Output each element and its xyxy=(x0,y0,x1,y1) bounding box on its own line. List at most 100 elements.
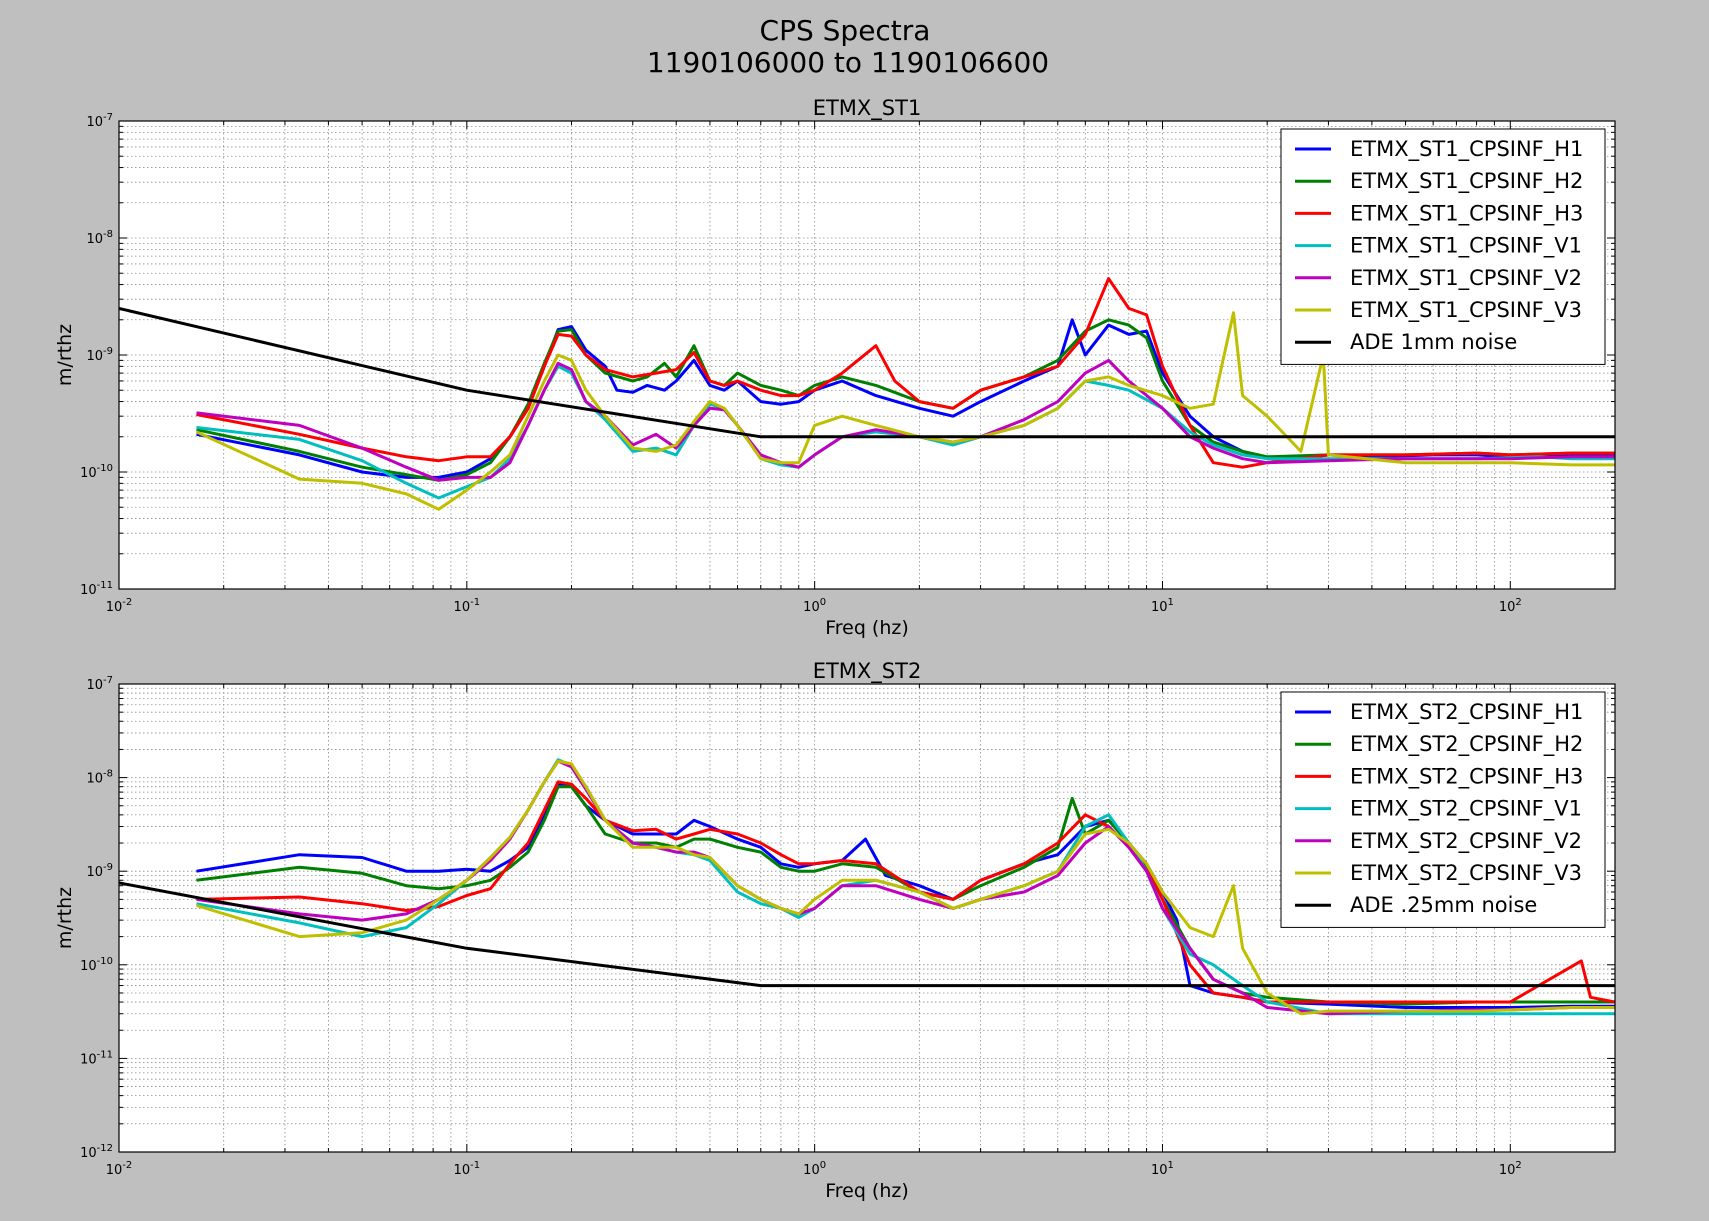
y-tick-exponent: -7 xyxy=(103,112,113,123)
y-tick-label: 10-11 xyxy=(80,1049,113,1067)
y-tick-label: 10-9 xyxy=(86,346,113,364)
x-tick-exponent: 1 xyxy=(1168,1160,1174,1171)
x-tick-label: 102 xyxy=(1499,1160,1522,1178)
x-tick-base: 10 xyxy=(1151,600,1168,615)
y-tick-base: 10 xyxy=(86,865,103,880)
series-line-etmx-st1-cpsinf-h3 xyxy=(196,277,1615,469)
legend-label-ade-25mm-noise: ADE .25mm noise xyxy=(1350,893,1537,917)
y-tick-exponent: -10 xyxy=(97,956,113,967)
y-tick-exponent: -11 xyxy=(97,1049,113,1060)
y-tick-exponent: -9 xyxy=(103,862,113,873)
x-tick-exponent: 2 xyxy=(1515,597,1521,608)
x-tick-label: 10-1 xyxy=(454,1160,481,1178)
x-tick-exponent: -1 xyxy=(470,597,480,608)
x-tick-label: 100 xyxy=(803,1160,826,1178)
y-tick-base: 10 xyxy=(80,583,97,598)
x-tick-exponent: 0 xyxy=(820,597,826,608)
x-tick-label: 100 xyxy=(803,597,826,615)
legend-box xyxy=(1280,128,1606,365)
y-tick-exponent: -9 xyxy=(103,346,113,357)
x-tick-base: 10 xyxy=(1499,1163,1516,1178)
chart-title: ETMX_ST1 xyxy=(813,96,922,121)
legend-label-etmx-st1-cpsinf-v3: ETMX_ST1_CPSINF_V3 xyxy=(1350,298,1582,323)
y-tick-base: 10 xyxy=(86,678,103,693)
y-tick-label: 10-8 xyxy=(86,769,113,787)
series-lines xyxy=(119,758,1615,1016)
legend-label-etmx-st1-cpsinf-h3: ETMX_ST1_CPSINF_H3 xyxy=(1350,201,1583,226)
y-tick-base: 10 xyxy=(80,1146,97,1161)
series-line-etmx-st1-cpsinf-h2 xyxy=(196,318,1615,482)
x-axis-label: Freq (hz) xyxy=(825,617,909,639)
legend-label-etmx-st2-cpsinf-h1: ETMX_ST2_CPSINF_H1 xyxy=(1350,700,1583,725)
series-line-etmx-st1-cpsinf-v3 xyxy=(195,311,1615,511)
y-tick-exponent: -8 xyxy=(103,229,113,240)
y-tick-label: 10-10 xyxy=(80,956,113,974)
y-tick-exponent: -7 xyxy=(103,675,113,686)
x-tick-label: 10-2 xyxy=(106,597,133,615)
y-tick-base: 10 xyxy=(86,772,103,787)
x-tick-label: 102 xyxy=(1499,597,1522,615)
x-tick-exponent: 2 xyxy=(1515,1160,1521,1171)
x-tick-label: 101 xyxy=(1151,1160,1174,1178)
y-tick-label: 10-12 xyxy=(80,1143,113,1161)
x-tick-exponent: 1 xyxy=(1168,597,1174,608)
figure-title: CPS Spectra xyxy=(760,14,931,47)
y-tick-base: 10 xyxy=(80,1052,97,1067)
x-axis-label: Freq (hz) xyxy=(825,1180,909,1202)
x-tick-base: 10 xyxy=(803,600,820,615)
legend-label-etmx-st2-cpsinf-v1: ETMX_ST2_CPSINF_V1 xyxy=(1350,797,1582,822)
y-tick-label: 10-7 xyxy=(86,675,113,693)
figure-subtitle: 1190106000 to 1190106600 xyxy=(647,46,1049,79)
y-tick-label: 10-9 xyxy=(86,862,113,880)
y-axis-label: m/rthz xyxy=(54,324,76,386)
x-tick-label: 10-2 xyxy=(106,1160,133,1178)
legend-label-etmx-st1-cpsinf-h2: ETMX_ST1_CPSINF_H2 xyxy=(1350,169,1583,194)
y-tick-base: 10 xyxy=(86,232,103,247)
legend-label-ade-1mm-noise: ADE 1mm noise xyxy=(1350,330,1517,354)
axes-frame xyxy=(118,683,1616,1153)
y-tick-base: 10 xyxy=(80,466,97,481)
legend-label-etmx-st2-cpsinf-v2: ETMX_ST2_CPSINF_V2 xyxy=(1350,829,1582,854)
y-tick-base: 10 xyxy=(80,959,97,974)
x-tick-base: 10 xyxy=(1151,1163,1168,1178)
y-tick-label: 10-7 xyxy=(86,112,113,130)
x-tick-base: 10 xyxy=(454,600,471,615)
tick-marks xyxy=(118,683,1616,1153)
x-tick-label: 101 xyxy=(1151,597,1174,615)
legend-label-etmx-st1-cpsinf-v1: ETMX_ST1_CPSINF_V1 xyxy=(1350,234,1582,259)
tick-marks xyxy=(118,120,1616,590)
x-tick-exponent: 0 xyxy=(820,1160,826,1171)
x-tick-base: 10 xyxy=(106,600,123,615)
series-line-ade-25mm-noise xyxy=(119,881,1615,988)
y-tick-label: 10-8 xyxy=(86,229,113,247)
x-tick-exponent: -1 xyxy=(470,1160,480,1171)
legend-box xyxy=(1280,691,1606,928)
x-tick-base: 10 xyxy=(1499,600,1516,615)
series-line-ade-1mm-noise xyxy=(119,306,1615,439)
y-tick-label: 10-11 xyxy=(80,580,113,598)
series-lines xyxy=(119,277,1615,511)
legend-label-etmx-st2-cpsinf-h3: ETMX_ST2_CPSINF_H3 xyxy=(1350,764,1583,789)
legend-label-etmx-st2-cpsinf-h2: ETMX_ST2_CPSINF_H2 xyxy=(1350,732,1583,757)
legend-label-etmx-st2-cpsinf-v3: ETMX_ST2_CPSINF_V3 xyxy=(1350,861,1582,886)
legend-label-etmx-st1-cpsinf-h1: ETMX_ST1_CPSINF_H1 xyxy=(1350,137,1583,162)
x-tick-base: 10 xyxy=(106,1163,123,1178)
x-tick-exponent: -2 xyxy=(122,597,132,608)
y-axis-label: m/rthz xyxy=(54,887,76,949)
x-tick-exponent: -2 xyxy=(122,1160,132,1171)
y-tick-exponent: -8 xyxy=(103,769,113,780)
legend: ETMX_ST1_CPSINF_H1 ETMX_ST1_CPSINF_H2 ETMX… xyxy=(1280,128,1606,365)
x-tick-base: 10 xyxy=(803,1163,820,1178)
y-tick-exponent: -12 xyxy=(97,1143,113,1154)
chart-title: ETMX_ST2 xyxy=(813,659,922,684)
y-tick-exponent: -11 xyxy=(97,580,113,591)
legend: ETMX_ST2_CPSINF_H1 ETMX_ST2_CPSINF_H2 ETMX… xyxy=(1280,691,1606,928)
axes-frame xyxy=(118,120,1616,590)
chart-etmx-st2: 10-2 10-1 100 101 10210-1210-1110-1010-910-8… xyxy=(54,659,1616,1202)
series-line-etmx-st1-cpsinf-v2 xyxy=(196,358,1615,482)
x-tick-label: 10-1 xyxy=(454,597,481,615)
y-tick-base: 10 xyxy=(86,349,103,364)
y-tick-base: 10 xyxy=(86,115,103,130)
